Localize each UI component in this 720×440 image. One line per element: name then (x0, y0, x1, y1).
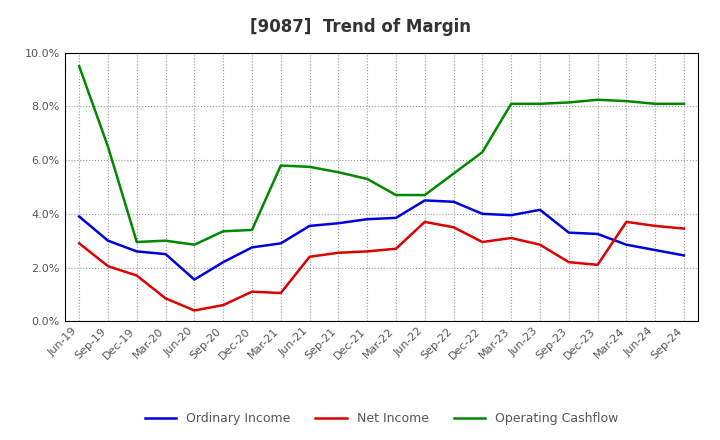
Net Income (593, 262, 602, 268)
Net Income (132, 273, 141, 278)
Operating Cashflow (420, 192, 429, 198)
Operating Cashflow (564, 100, 573, 105)
Ordinary Income (276, 241, 285, 246)
Ordinary Income (334, 220, 343, 226)
Operating Cashflow (305, 164, 314, 169)
Ordinary Income (219, 260, 228, 265)
Operating Cashflow (536, 101, 544, 106)
Ordinary Income (651, 247, 660, 253)
Operating Cashflow (392, 192, 400, 198)
Net Income (449, 224, 458, 230)
Ordinary Income (132, 249, 141, 254)
Operating Cashflow (75, 63, 84, 69)
Net Income (392, 246, 400, 251)
Net Income (190, 308, 199, 313)
Net Income (161, 296, 170, 301)
Operating Cashflow (248, 227, 256, 233)
Line: Ordinary Income: Ordinary Income (79, 200, 684, 279)
Ordinary Income (420, 198, 429, 203)
Ordinary Income (392, 215, 400, 220)
Operating Cashflow (680, 101, 688, 106)
Operating Cashflow (478, 150, 487, 155)
Net Income (276, 290, 285, 296)
Ordinary Income (536, 207, 544, 213)
Operating Cashflow (161, 238, 170, 243)
Text: [9087]  Trend of Margin: [9087] Trend of Margin (250, 18, 470, 36)
Net Income (363, 249, 372, 254)
Operating Cashflow (622, 99, 631, 104)
Ordinary Income (449, 199, 458, 205)
Operating Cashflow (104, 144, 112, 149)
Net Income (564, 260, 573, 265)
Line: Operating Cashflow: Operating Cashflow (79, 66, 684, 245)
Operating Cashflow (219, 229, 228, 234)
Net Income (651, 223, 660, 228)
Operating Cashflow (507, 101, 516, 106)
Legend: Ordinary Income, Net Income, Operating Cashflow: Ordinary Income, Net Income, Operating C… (141, 408, 622, 429)
Ordinary Income (190, 277, 199, 282)
Ordinary Income (564, 230, 573, 235)
Ordinary Income (305, 223, 314, 228)
Ordinary Income (248, 245, 256, 250)
Ordinary Income (478, 211, 487, 216)
Operating Cashflow (132, 239, 141, 245)
Ordinary Income (75, 214, 84, 219)
Ordinary Income (622, 242, 631, 247)
Operating Cashflow (651, 101, 660, 106)
Ordinary Income (680, 253, 688, 258)
Operating Cashflow (449, 171, 458, 176)
Net Income (248, 289, 256, 294)
Operating Cashflow (190, 242, 199, 247)
Operating Cashflow (276, 163, 285, 168)
Net Income (334, 250, 343, 255)
Ordinary Income (507, 213, 516, 218)
Line: Net Income: Net Income (79, 222, 684, 311)
Ordinary Income (104, 238, 112, 243)
Operating Cashflow (334, 169, 343, 175)
Ordinary Income (161, 251, 170, 257)
Net Income (104, 264, 112, 269)
Net Income (680, 226, 688, 231)
Net Income (420, 219, 429, 224)
Operating Cashflow (593, 97, 602, 103)
Net Income (305, 254, 314, 260)
Net Income (536, 242, 544, 247)
Net Income (75, 241, 84, 246)
Ordinary Income (363, 216, 372, 222)
Net Income (219, 302, 228, 308)
Net Income (622, 219, 631, 224)
Operating Cashflow (363, 176, 372, 182)
Net Income (507, 235, 516, 241)
Ordinary Income (593, 231, 602, 237)
Net Income (478, 239, 487, 245)
